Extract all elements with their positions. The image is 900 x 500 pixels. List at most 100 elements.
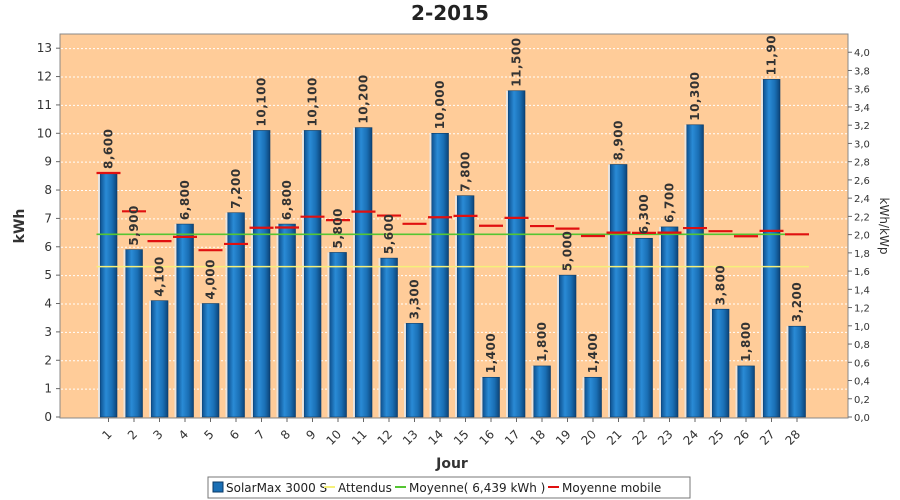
x-tick-label: 15 — [451, 427, 472, 448]
bar-highlight — [608, 164, 610, 417]
bar — [150, 300, 169, 418]
x-tick-label: 27 — [757, 427, 778, 448]
bar — [482, 376, 500, 418]
y2-tick-label: 2,4 — [854, 194, 870, 205]
x-tick-label: 18 — [527, 427, 548, 448]
bar-highlight — [327, 252, 330, 417]
bar-highlight — [506, 90, 508, 418]
y2-tick-label: 0,8 — [854, 340, 870, 351]
bar-highlight — [225, 212, 228, 417]
y2-tick-label: 1,0 — [854, 322, 870, 333]
bar-value-label: 10,300 — [688, 71, 702, 120]
bar-value-label: 4,000 — [204, 259, 218, 299]
bar-value-label: 3,800 — [714, 265, 728, 305]
bar — [329, 252, 347, 418]
x-tick-label: 26 — [731, 427, 752, 448]
bar-value-label: 10,000 — [433, 80, 447, 129]
bar — [558, 274, 577, 418]
y-tick-label: 13 — [37, 41, 52, 55]
y2-tick-label: 3,2 — [854, 121, 870, 132]
bar-value-label: 7,800 — [459, 151, 473, 191]
bar-highlight — [98, 173, 100, 417]
bar-highlight — [582, 377, 585, 417]
bar-value-label: 10,100 — [306, 77, 320, 126]
bar-highlight — [480, 377, 483, 417]
bar-value-label: 6,800 — [280, 180, 294, 220]
x-tick-label: 16 — [476, 427, 497, 448]
y2-tick-label: 1,2 — [854, 304, 870, 315]
bar — [788, 325, 806, 418]
bar-value-label: 6,300 — [637, 194, 651, 234]
bar — [354, 127, 373, 418]
bar-value-label: 3,300 — [408, 279, 422, 319]
y-axis-title: kWh — [12, 209, 28, 244]
bar — [737, 365, 755, 418]
bar-value-label: 11,500 — [510, 37, 524, 86]
value-labels: 8,600 5,900 4,100 6,800 4,000 7,200 10,100 6,80… — [102, 35, 805, 373]
y2-tick-label: 2,8 — [854, 158, 870, 169]
y2-tick-label: 3,8 — [854, 66, 870, 77]
bar — [125, 249, 143, 418]
bar-highlight — [455, 195, 457, 417]
x-tick-label: 19 — [553, 427, 574, 448]
bar-value-label: 10,200 — [357, 74, 371, 123]
bar-value-label: 1,800 — [535, 321, 549, 361]
bar-value-label: 8,600 — [102, 129, 116, 169]
x-tick-label: 20 — [578, 427, 599, 448]
x-tick-label: 14 — [425, 427, 446, 448]
bar — [201, 303, 220, 418]
bar — [278, 223, 296, 418]
bar-highlight — [353, 127, 355, 417]
bar — [303, 130, 322, 418]
y2-axis-ticks: 0,0 0,2 0,4 0,6 0,8 1,0 1,2 1,4 1,6 1,8 2,0 2,2 2,4 2… — [848, 48, 870, 424]
bar-value-label: 4,100 — [153, 256, 167, 296]
legend-label: Attendus — [338, 481, 392, 495]
x-tick-label: 17 — [502, 427, 523, 448]
bar — [584, 376, 602, 418]
bar-highlight — [302, 130, 304, 417]
bar — [711, 308, 730, 418]
y-tick-label: 1 — [44, 382, 52, 396]
bar-highlight — [684, 124, 687, 417]
bar-highlight — [761, 79, 763, 418]
bar-highlight — [123, 249, 126, 417]
bar — [533, 365, 551, 418]
bar-highlight — [404, 323, 406, 417]
bar — [99, 172, 118, 418]
y-tick-label: 8 — [44, 183, 52, 197]
legend: SolarMax 3000 S Attendus Moyenne( 6,439 kW… — [207, 476, 691, 499]
y2-tick-label: 0,2 — [854, 395, 870, 406]
y2-tick-label: 2,0 — [854, 231, 870, 242]
bar-value-label: 1,800 — [739, 321, 753, 361]
bar-highlight — [557, 275, 559, 417]
bar-highlight — [429, 133, 432, 417]
bar — [431, 132, 449, 418]
x-tick-label: 8 — [278, 427, 293, 442]
bar-value-label: 8,900 — [612, 120, 626, 160]
legend-label: Moyenne mobile — [562, 481, 661, 495]
y2-tick-label: 3,0 — [854, 139, 870, 150]
y-tick-label: 4 — [44, 297, 52, 311]
y2-tick-label: 0,0 — [854, 413, 870, 424]
x-tick-label: 3 — [150, 427, 165, 442]
bar-highlight — [200, 303, 202, 417]
legend-box — [207, 476, 691, 499]
x-tick-label: 5 — [201, 427, 216, 442]
y-tick-label: 7 — [44, 211, 52, 225]
bar-highlight — [174, 224, 177, 417]
x-tick-label: 12 — [374, 427, 395, 448]
x-tick-label: 22 — [629, 427, 650, 448]
x-tick-label: 21 — [604, 427, 625, 448]
x-axis-ticks: 1 2 3 4 5 6 7 8 9 10 11 12 13 14 15 16 17 18 19 20 21 22 23 24 2… — [99, 418, 803, 448]
bar-highlight — [735, 365, 738, 417]
y-tick-label: 2 — [44, 353, 52, 367]
x-tick-label: 1 — [99, 427, 114, 442]
bar — [176, 223, 194, 418]
bar — [252, 130, 271, 418]
y-tick-label: 5 — [44, 268, 52, 282]
bar-value-label: 6,800 — [178, 180, 192, 220]
bar — [380, 257, 398, 418]
x-tick-label: 10 — [323, 427, 344, 448]
